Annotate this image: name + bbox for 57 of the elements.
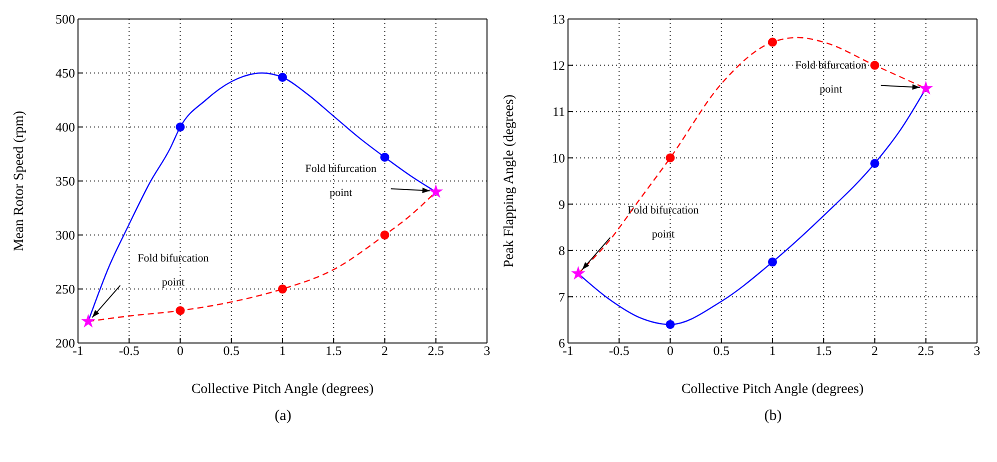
point <box>870 158 880 168</box>
x-tick-label: 2 <box>872 343 878 358</box>
point <box>278 72 288 82</box>
x-tick-label: 1.5 <box>326 343 342 358</box>
y-tick-label: 6 <box>558 336 566 351</box>
point <box>176 306 185 316</box>
y-tick-label: 9 <box>558 196 565 212</box>
point <box>176 122 185 132</box>
y-tick-label: 250 <box>56 282 75 297</box>
x-tick-label: 3 <box>974 343 980 358</box>
y-tick-label: 7 <box>558 289 566 304</box>
y-tick-label: 450 <box>56 66 75 81</box>
point <box>666 320 675 329</box>
x-tick-label: 3 <box>484 343 490 358</box>
x-tick-label: 2 <box>382 343 388 358</box>
x-tick-label: 0 <box>667 343 674 358</box>
point <box>918 80 934 95</box>
x-tick-label: 1 <box>769 343 776 358</box>
x-tick-label: 0.5 <box>223 343 240 358</box>
annotation: Fold bifurcation point <box>138 252 210 288</box>
y-tick-label: 8 <box>558 243 565 258</box>
annotation: Fold bifurcation point <box>628 204 700 241</box>
y-tick-label: 300 <box>56 228 75 243</box>
y-axis-title: Mean Rotor Speed (rpm) <box>12 110 27 252</box>
x-axis-title: Collective Pitch Angle (degrees) <box>191 382 374 397</box>
x-tick-label: 0 <box>177 343 184 358</box>
y-tick-label: 400 <box>56 120 75 135</box>
x-tick-label: 1 <box>279 343 286 358</box>
x-tick-label: 2.5 <box>428 343 444 358</box>
text: (a) <box>274 408 292 425</box>
y-tick-label: 200 <box>56 336 75 351</box>
x-tick-label: -0.5 <box>118 343 140 358</box>
annotation: Fold bifurcation point <box>305 162 377 199</box>
y-tick-label: 12 <box>552 58 565 73</box>
y-tick-label: 11 <box>552 104 565 120</box>
y-tick-label: 350 <box>56 174 75 189</box>
x-axis-title: Collective Pitch Angle (degrees) <box>681 382 864 397</box>
point <box>870 60 880 70</box>
x-tick-label: 2.5 <box>918 343 934 358</box>
y-tick-label: 10 <box>552 150 565 166</box>
point <box>768 38 778 47</box>
point <box>380 152 390 162</box>
y-tick-label: 500 <box>56 12 75 27</box>
annotation: Fold bifurcation point <box>795 59 867 96</box>
y-tick-label: 13 <box>552 12 565 27</box>
y-axis-title: Peak Flapping Angle (degrees) <box>502 94 517 268</box>
x-tick-label: -0.5 <box>608 343 630 358</box>
point <box>768 257 778 267</box>
point <box>428 184 444 198</box>
x-tick-label: 1.5 <box>816 343 832 358</box>
text: (b) <box>763 408 783 425</box>
point <box>571 266 586 280</box>
point <box>278 284 288 294</box>
point <box>81 314 96 328</box>
point <box>666 153 675 162</box>
x-tick-label: 0.5 <box>713 343 730 358</box>
point <box>380 230 390 240</box>
